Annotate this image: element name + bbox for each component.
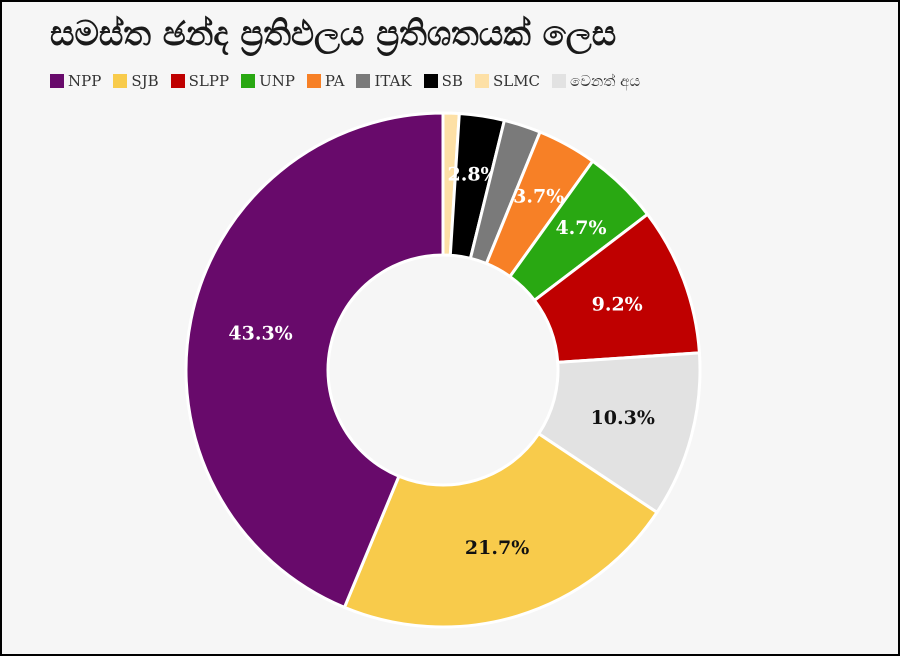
legend-swatch (241, 74, 256, 88)
legend-swatch (552, 74, 567, 88)
legend-swatch (50, 74, 64, 88)
slice-label-6: 10.3% (591, 407, 655, 429)
legend-swatch (423, 74, 438, 88)
slice-label-4: 4.7% (555, 217, 606, 239)
slice-label-7: 21.7% (465, 537, 529, 559)
slice-7[interactable] (342, 432, 659, 629)
legend-label: UNP (259, 72, 295, 90)
legend-label: NPP (68, 72, 102, 90)
legend-swatch (170, 74, 185, 88)
chart-title: සමස්ත ඡන්ද ප්‍රතිඵලය ප්‍රතිශතයක් ලෙස (50, 14, 617, 54)
legend-item-4[interactable]: PA (306, 72, 345, 90)
slice-label-3: 3.7% (513, 186, 564, 208)
legend-swatch (474, 74, 489, 88)
slice-8[interactable] (184, 111, 445, 609)
legend-label: PA (324, 72, 345, 90)
legend-item-1[interactable]: SJB (113, 72, 159, 90)
slice-label-5: 9.2% (592, 294, 643, 316)
legend-item-3[interactable]: UNP (241, 72, 295, 90)
slice-label-8: 43.3% (228, 323, 292, 345)
legend-label: SLMC (492, 72, 541, 90)
legend-item-5[interactable]: ITAK (356, 72, 412, 90)
legend-swatch (113, 74, 128, 88)
legend-item-8[interactable]: වෙනත් අය (552, 72, 640, 90)
slice-label-1: 2.8% (447, 163, 498, 185)
legend-item-7[interactable]: SLMC (474, 72, 541, 90)
legend-label: වෙනත් අය (570, 72, 641, 90)
legend-label: SJB (131, 72, 159, 90)
legend-label: SLPP (188, 72, 230, 90)
legend: NPP SJB SLPP UNP PA ITAK SB SLMC වෙනත් අය (50, 72, 652, 90)
legend-label: SB (441, 72, 463, 90)
legend-swatch (306, 74, 321, 88)
legend-item-2[interactable]: SLPP (170, 72, 230, 90)
legend-item-0[interactable]: NPP (50, 72, 101, 90)
legend-item-6[interactable]: SB (423, 72, 463, 90)
legend-swatch (356, 74, 371, 88)
legend-label: ITAK (374, 72, 412, 90)
